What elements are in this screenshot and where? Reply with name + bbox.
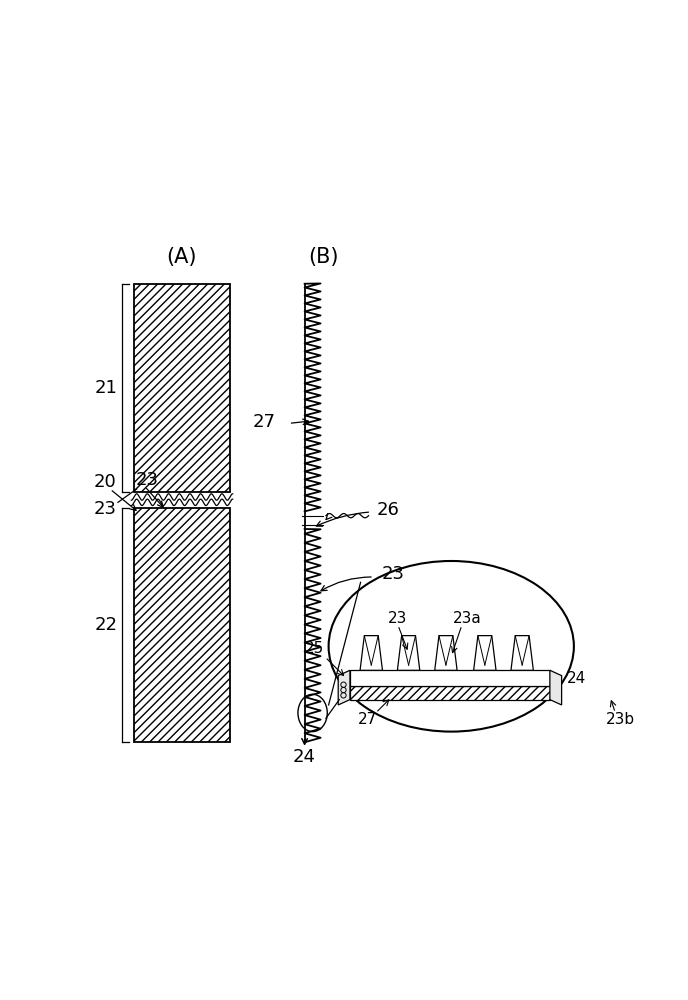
Text: 25: 25 — [305, 641, 324, 656]
Text: 23a: 23a — [453, 611, 482, 626]
Polygon shape — [350, 670, 550, 686]
Text: (B): (B) — [308, 247, 338, 267]
Polygon shape — [398, 636, 420, 670]
Text: 23: 23 — [382, 565, 405, 583]
Text: 24: 24 — [293, 748, 316, 766]
Text: (A): (A) — [166, 247, 197, 267]
Text: 23: 23 — [93, 500, 116, 518]
Text: 21: 21 — [95, 379, 118, 397]
Polygon shape — [550, 670, 561, 705]
Text: 27: 27 — [358, 712, 377, 727]
Polygon shape — [134, 508, 230, 742]
Text: 23: 23 — [136, 471, 159, 489]
Polygon shape — [350, 686, 550, 700]
Polygon shape — [511, 636, 533, 670]
Polygon shape — [435, 636, 457, 670]
Polygon shape — [473, 636, 496, 670]
Text: 27: 27 — [252, 413, 275, 431]
Text: 23b: 23b — [606, 712, 635, 727]
Text: 20: 20 — [94, 473, 116, 491]
Polygon shape — [360, 636, 383, 670]
Text: 22: 22 — [95, 616, 118, 634]
Polygon shape — [134, 284, 230, 492]
Text: 23: 23 — [388, 611, 407, 626]
Text: 26: 26 — [376, 501, 400, 519]
Polygon shape — [338, 670, 350, 705]
Text: 24: 24 — [567, 671, 586, 686]
